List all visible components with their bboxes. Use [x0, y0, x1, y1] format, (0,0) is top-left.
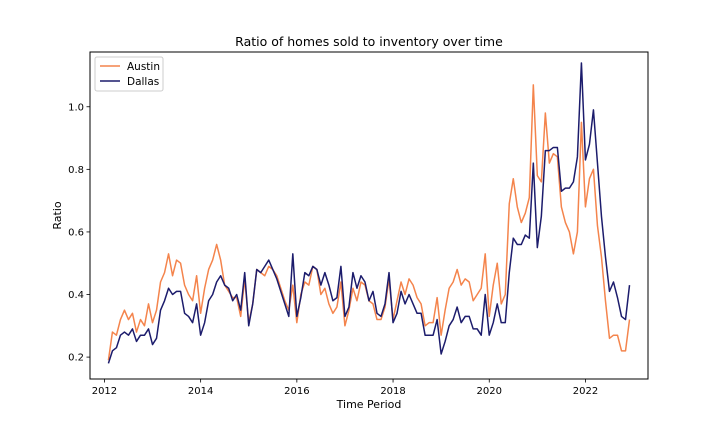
- legend-label-dallas: Dallas: [127, 76, 159, 88]
- y-axis-label: Ratio: [51, 201, 64, 230]
- y-axis-ticks: 0.2 0.4 0.6 0.8 1.0: [68, 102, 90, 364]
- x-tick-label: 2012: [92, 386, 117, 397]
- legend-label-austin: Austin: [127, 61, 160, 73]
- y-tick-label: 0.4: [68, 290, 84, 301]
- x-axis-label: Time Period: [336, 398, 402, 411]
- y-tick-label: 0.2: [68, 353, 84, 364]
- y-tick-label: 0.8: [68, 165, 84, 176]
- x-tick-label: 2016: [284, 386, 309, 397]
- x-axis-ticks: 2012 2014 2016 2018 2020 2022: [92, 379, 598, 397]
- x-tick-label: 2018: [380, 386, 405, 397]
- series-line-dallas: [107, 62, 631, 364]
- x-tick-label: 2022: [573, 386, 598, 397]
- x-tick-label: 2020: [477, 386, 502, 397]
- series-layer: [107, 62, 631, 364]
- chart-title: Ratio of homes sold to inventory over ti…: [235, 34, 503, 49]
- legend: Austin Dallas: [94, 56, 164, 92]
- axes-frame: [89, 51, 649, 380]
- plot-area: [89, 51, 649, 380]
- y-tick-label: 1.0: [68, 102, 84, 113]
- y-tick-label: 0.6: [68, 227, 84, 238]
- x-tick-label: 2014: [188, 386, 213, 397]
